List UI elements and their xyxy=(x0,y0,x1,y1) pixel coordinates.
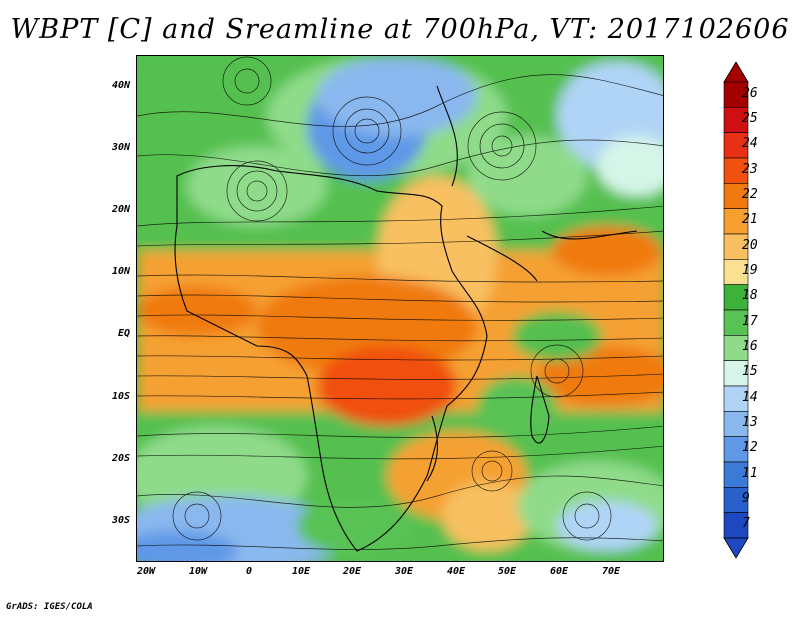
colorbar-swatch xyxy=(723,385,749,412)
colorbar-swatch xyxy=(723,309,749,336)
colorbar-label: 21 xyxy=(742,212,758,228)
lon-label: 0 xyxy=(245,566,253,577)
colorbar-swatch xyxy=(723,208,749,235)
lat-label: 20S xyxy=(111,453,130,464)
lat-label: 30S xyxy=(111,515,130,526)
colorbar-swatch xyxy=(723,461,749,488)
lat-label: 10S xyxy=(111,391,130,402)
wbpt-field xyxy=(137,56,663,561)
colorbar-top-arrow xyxy=(723,61,749,83)
colorbar-label: 23 xyxy=(742,161,758,177)
colorbar-label: 15 xyxy=(742,364,758,380)
colorbar-label: 14 xyxy=(742,389,758,405)
colorbar-swatch xyxy=(723,335,749,361)
lat-label: 10N xyxy=(111,266,130,277)
lon-label: 30E xyxy=(394,566,414,577)
colorbar-swatch xyxy=(723,233,749,260)
colorbar-swatch xyxy=(723,284,749,311)
colorbar-label: 13 xyxy=(742,415,758,430)
colorbar-label: 18 xyxy=(742,288,758,304)
map-title: WBPT [C] and Sreamline at 700hPa, VT: 20… xyxy=(10,14,790,45)
colorbar xyxy=(723,61,749,559)
colorbar-swatch xyxy=(723,157,749,184)
colorbar-swatch xyxy=(723,512,749,539)
colorbar-label: 16 xyxy=(742,339,758,354)
lon-label: 70E xyxy=(601,566,621,577)
map-plot-area xyxy=(136,55,664,562)
colorbar-label: 12 xyxy=(742,440,758,456)
lon-label: 10W xyxy=(188,566,208,577)
colorbar-swatch xyxy=(723,360,749,387)
colorbar-label: 24 xyxy=(742,136,758,152)
colorbar-swatch xyxy=(723,81,749,108)
colorbar-label: 17 xyxy=(742,313,758,329)
colorbar-swatch xyxy=(723,411,749,437)
colorbar-label: 9 xyxy=(742,491,750,506)
colorbar-label: 19 xyxy=(742,263,758,278)
lat-label: 30N xyxy=(111,142,130,153)
colorbar-swatch xyxy=(723,107,749,133)
colorbar-bottom-arrow xyxy=(723,537,749,559)
colorbar-swatch xyxy=(723,132,749,159)
colorbar-label: 26 xyxy=(742,85,758,101)
colorbar-label: 11 xyxy=(742,465,758,481)
coastlines xyxy=(174,85,638,552)
colorbar-label: 25 xyxy=(742,111,758,126)
lon-label: 20W xyxy=(136,566,156,577)
colorbar-label: 22 xyxy=(742,187,758,202)
lon-label: 60E xyxy=(549,566,569,577)
colorbar-swatch xyxy=(723,259,749,285)
lat-label: 40N xyxy=(111,80,130,91)
colorbar-swatch xyxy=(723,436,749,463)
colorbar-swatch xyxy=(723,183,749,209)
lon-label: 50E xyxy=(497,566,517,577)
colorbar-label: 7 xyxy=(742,516,750,532)
lon-label: 10E xyxy=(291,566,311,577)
lat-label: EQ xyxy=(117,328,130,339)
lon-label: 40E xyxy=(446,566,466,577)
streamlines xyxy=(137,56,663,550)
lon-label: 20E xyxy=(342,566,362,577)
lat-label: 20N xyxy=(111,204,130,215)
colorbar-label: 20 xyxy=(742,237,758,253)
footer-credit: GrADS: IGES/COLA xyxy=(6,602,93,612)
